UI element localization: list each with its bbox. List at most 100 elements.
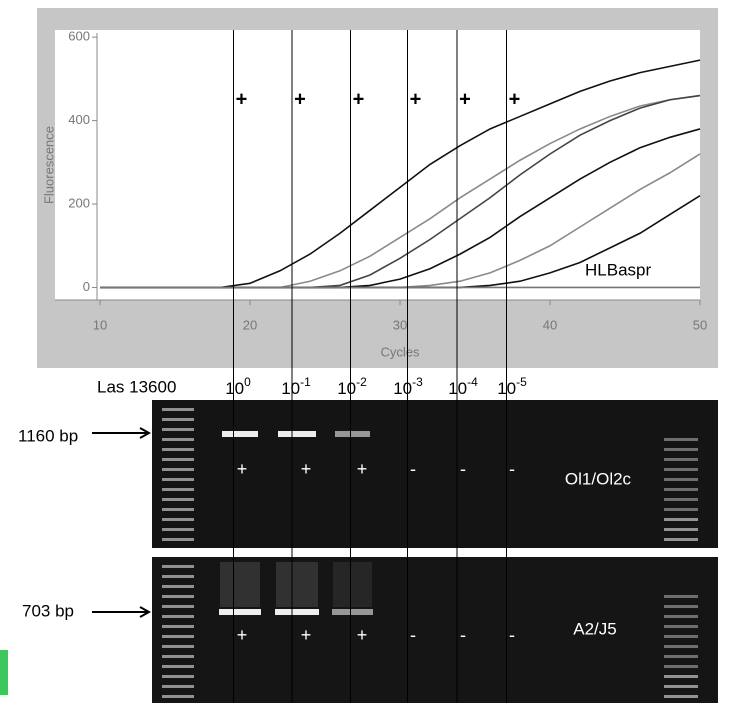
ladder-band	[162, 448, 194, 451]
ladder-band	[162, 675, 194, 678]
ladder-band	[664, 528, 698, 531]
marker: +	[509, 88, 521, 110]
ladder-band	[664, 665, 698, 668]
ladder-band	[664, 498, 698, 501]
dna-band	[278, 431, 316, 437]
result-sign: +	[237, 459, 248, 479]
x-tick-label: 50	[693, 317, 707, 332]
result-sign: +	[301, 625, 312, 645]
dilution-exponent: -5	[516, 375, 527, 389]
annotation: HLBaspr	[585, 260, 651, 279]
dna-band	[219, 609, 261, 615]
ladder-band	[664, 695, 698, 698]
result-sign: -	[509, 625, 515, 645]
ladder-band	[664, 458, 698, 461]
gel-image	[152, 400, 718, 548]
ladder-band	[162, 645, 194, 648]
ladder-band	[162, 635, 194, 638]
gel-bands	[162, 408, 698, 698]
arrow	[92, 606, 152, 618]
ladder-band	[162, 478, 194, 481]
ladder-band	[664, 518, 698, 521]
y-tick-label: 400	[68, 112, 90, 127]
ladder-band	[162, 488, 194, 491]
ladder-band	[162, 518, 194, 521]
ladder-band	[162, 615, 194, 618]
dna-band	[335, 431, 370, 437]
gel-image	[152, 557, 718, 703]
dilution-label: 10-1	[281, 375, 311, 398]
result-sign: +	[237, 625, 248, 645]
ladder-band	[162, 458, 194, 461]
result-sign: -	[460, 459, 466, 479]
ladder-band	[664, 438, 698, 441]
smear	[220, 562, 260, 607]
ladder-band	[664, 625, 698, 628]
ladder-band	[162, 428, 194, 431]
primer-label: A2/J5	[573, 619, 616, 638]
dna-band	[332, 609, 373, 615]
dilution-base: 10	[497, 379, 516, 398]
dilution-base: 10	[281, 379, 300, 398]
y-tick-label: 200	[68, 195, 90, 210]
dilution-label: 100	[225, 375, 251, 398]
result-sign: +	[357, 459, 368, 479]
ladder-band	[162, 595, 194, 598]
ladder-band	[162, 508, 194, 511]
band-size: 703 bp	[22, 601, 74, 620]
ladder-band	[162, 468, 194, 471]
dna-band	[275, 609, 319, 615]
ladder-band	[162, 695, 194, 698]
band-size: 1160 bp	[18, 426, 78, 445]
result-sign: -	[460, 625, 466, 645]
ladder-band	[664, 605, 698, 608]
ladder-band	[162, 585, 194, 588]
ladder-band	[664, 655, 698, 658]
smear	[276, 562, 318, 607]
result-sign: +	[301, 459, 312, 479]
dilution-base: 10	[393, 379, 412, 398]
result-sign: +	[357, 625, 368, 645]
dilution-exponent: -1	[300, 375, 311, 389]
marker: +	[353, 88, 365, 110]
ladder-band	[664, 488, 698, 491]
dilution-exponent: -3	[412, 375, 423, 389]
x-tick-label: 40	[543, 317, 557, 332]
ladder-band	[664, 538, 698, 541]
ladder-band	[162, 438, 194, 441]
result-sign: -	[509, 459, 515, 479]
ladder-band	[162, 538, 194, 541]
marker: +	[294, 88, 306, 110]
ladder-band	[162, 528, 194, 531]
marker: +	[236, 88, 248, 110]
ladder-band	[162, 408, 194, 411]
y-axis-label: Fluorescence	[41, 126, 56, 204]
ladder-band	[162, 655, 194, 658]
dilution-exponent: 0	[244, 375, 251, 389]
ladder-band	[162, 575, 194, 578]
dilution-exponent: -4	[467, 375, 478, 389]
ladder-band	[664, 635, 698, 638]
ladder-band	[664, 478, 698, 481]
result-sign: -	[410, 625, 416, 645]
ladder-band	[664, 615, 698, 618]
marker: +	[459, 88, 471, 110]
ladder-band	[162, 418, 194, 421]
ladder-band	[664, 595, 698, 598]
ladder-band	[162, 565, 194, 568]
dilution-label: 10-2	[337, 375, 367, 398]
ladder-label: Las 13600	[97, 377, 176, 396]
dilution-base: 10	[448, 379, 467, 398]
smear	[333, 562, 372, 607]
ladder-band	[162, 665, 194, 668]
dilution-label: 10-5	[497, 375, 527, 398]
result-sign: -	[410, 459, 416, 479]
ladder-band	[162, 498, 194, 501]
ladder-band	[664, 675, 698, 678]
marker: +	[410, 88, 422, 110]
arrow	[92, 427, 152, 439]
ladder-band	[664, 645, 698, 648]
dilution-label: 10-3	[393, 375, 423, 398]
dilution-base: 10	[225, 379, 244, 398]
